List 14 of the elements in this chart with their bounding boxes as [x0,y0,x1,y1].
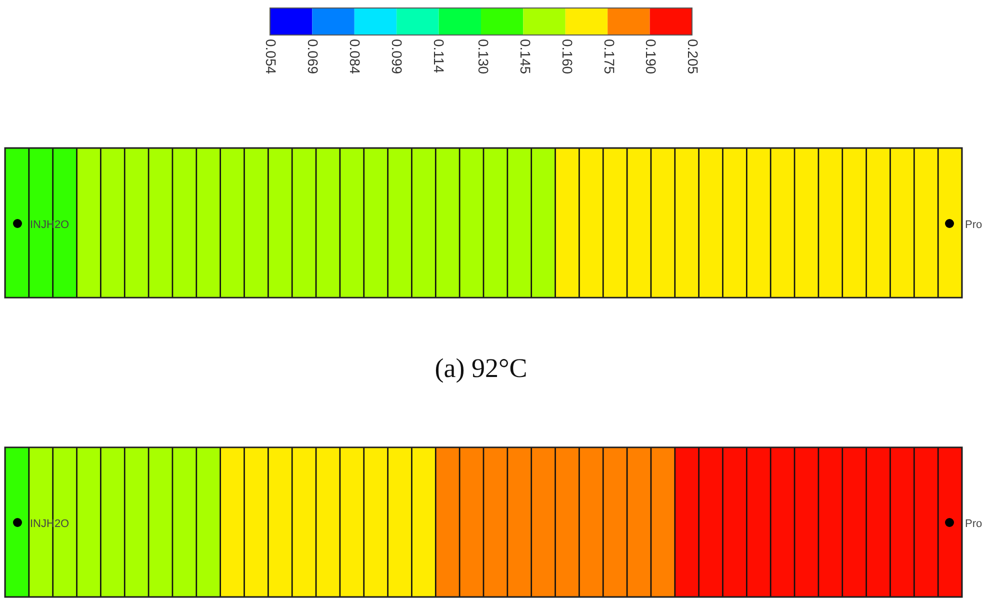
color-bar-label: 0.099 [388,39,405,74]
color-bar-label: 0.205 [685,39,702,74]
color-bar-label: 0.130 [476,39,492,74]
color-bar-label: 0.145 [517,39,534,74]
color-bar-label: 0.190 [643,39,660,74]
text: (a) 92°C [434,352,528,384]
color-bar-label: 0.084 [346,39,363,74]
color-bar-label: 0.114 [430,39,447,74]
color-bar-label: 0.054 [263,39,280,74]
text: Pro [965,218,982,231]
color-bar-label: 0.069 [305,39,322,74]
color-bar-label: 0.175 [601,39,618,74]
text: Pro [965,518,982,530]
color-bar-label: 0.160 [559,39,576,74]
